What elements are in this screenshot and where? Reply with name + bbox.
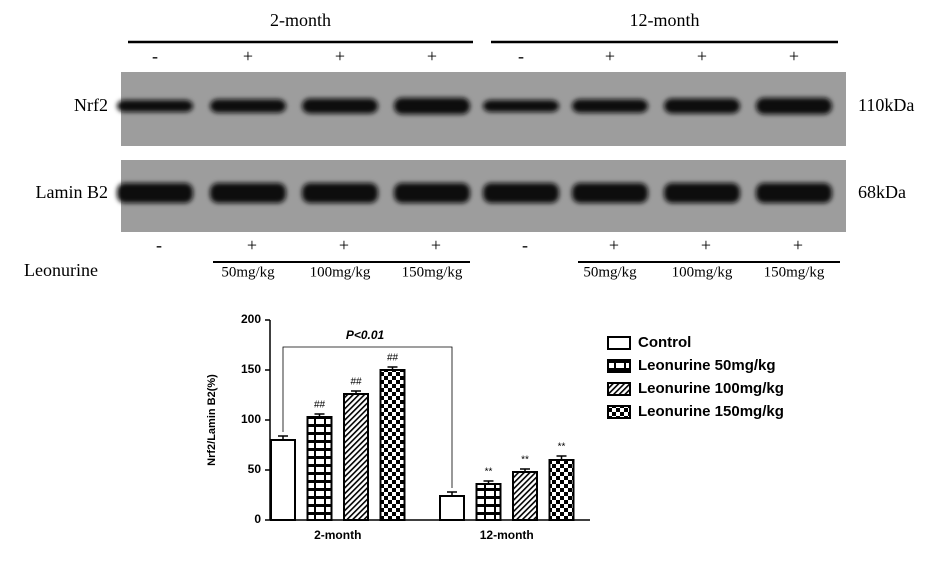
bar <box>439 495 465 521</box>
blot-band <box>210 183 286 203</box>
significance-label: ## <box>314 400 326 411</box>
dose-label: 150mg/kg <box>764 264 825 280</box>
comparison-label: P<0.01 <box>346 328 385 342</box>
top-sign: + <box>789 46 799 66</box>
x-tick-label: 2-month <box>314 528 361 542</box>
top-sign: - <box>152 46 158 66</box>
y-tick-label: 50 <box>248 462 262 476</box>
legend-label: Leonurine 50mg/kg <box>638 357 776 374</box>
bottom-sign: + <box>431 235 441 255</box>
top-sign: + <box>427 46 437 66</box>
blot-band <box>394 97 470 115</box>
size-label: 110kDa <box>858 95 914 115</box>
dose-label: 50mg/kg <box>221 264 275 280</box>
legend-swatch <box>607 382 631 396</box>
bar <box>379 369 406 521</box>
top-sign: + <box>697 46 707 66</box>
top-sign: + <box>243 46 253 66</box>
significance-label: ** <box>558 442 566 453</box>
blot-band <box>394 183 470 203</box>
bar <box>512 471 538 521</box>
legend-swatch <box>607 336 631 350</box>
bar <box>475 483 502 521</box>
y-axis-label: Nrf2/Lamin B2(%) <box>206 374 218 466</box>
bottom-sign: - <box>522 235 528 255</box>
top-sign: - <box>518 46 524 66</box>
row-label: Nrf2 <box>74 95 108 115</box>
legend-label: Control <box>638 334 691 351</box>
treatment-label: Leonurine <box>24 260 98 280</box>
blot-band <box>210 99 286 113</box>
legend-label: Leonurine 150mg/kg <box>638 403 784 420</box>
top-sign: + <box>605 46 615 66</box>
significance-label: ## <box>350 377 362 388</box>
blot-band <box>756 183 832 203</box>
blot-band <box>117 100 193 112</box>
dose-label: 100mg/kg <box>672 264 733 280</box>
significance-label: ## <box>387 353 399 364</box>
row-label: Lamin B2 <box>36 182 109 202</box>
bottom-sign: + <box>701 235 711 255</box>
legend-label: Leonurine 100mg/kg <box>638 380 784 397</box>
y-tick-label: 0 <box>254 512 261 526</box>
blot-band <box>302 98 378 114</box>
group-label: 12-month <box>630 10 700 30</box>
x-tick-label: 12-month <box>480 528 534 542</box>
y-tick-label: 100 <box>241 412 261 426</box>
bar <box>270 439 296 521</box>
blot-band <box>756 97 832 115</box>
legend-swatch <box>607 359 631 373</box>
significance-label: ** <box>521 455 529 466</box>
bottom-sign: + <box>793 235 803 255</box>
bar <box>343 393 369 521</box>
legend-swatch <box>607 405 631 419</box>
dose-label: 150mg/kg <box>402 264 463 280</box>
bar <box>548 459 575 521</box>
blot-band <box>664 98 740 114</box>
blot-band <box>572 183 648 203</box>
top-sign: + <box>335 46 345 66</box>
y-tick-label: 150 <box>241 362 261 376</box>
bottom-sign: - <box>156 235 162 255</box>
bottom-sign: + <box>609 235 619 255</box>
blot-band <box>664 183 740 203</box>
significance-label: ** <box>485 467 493 478</box>
y-tick-label: 200 <box>241 312 261 326</box>
group-label: 2-month <box>270 10 331 30</box>
blot-band <box>483 183 559 203</box>
bottom-sign: + <box>339 235 349 255</box>
size-label: 68kDa <box>858 182 906 202</box>
dose-label: 100mg/kg <box>310 264 371 280</box>
bottom-sign: + <box>247 235 257 255</box>
blot-band <box>572 99 648 113</box>
blot-band <box>302 183 378 203</box>
comparison-bracket <box>282 346 453 488</box>
bar <box>306 416 333 521</box>
blot-band <box>117 183 193 203</box>
dose-label: 50mg/kg <box>583 264 637 280</box>
blot-band <box>483 100 559 112</box>
